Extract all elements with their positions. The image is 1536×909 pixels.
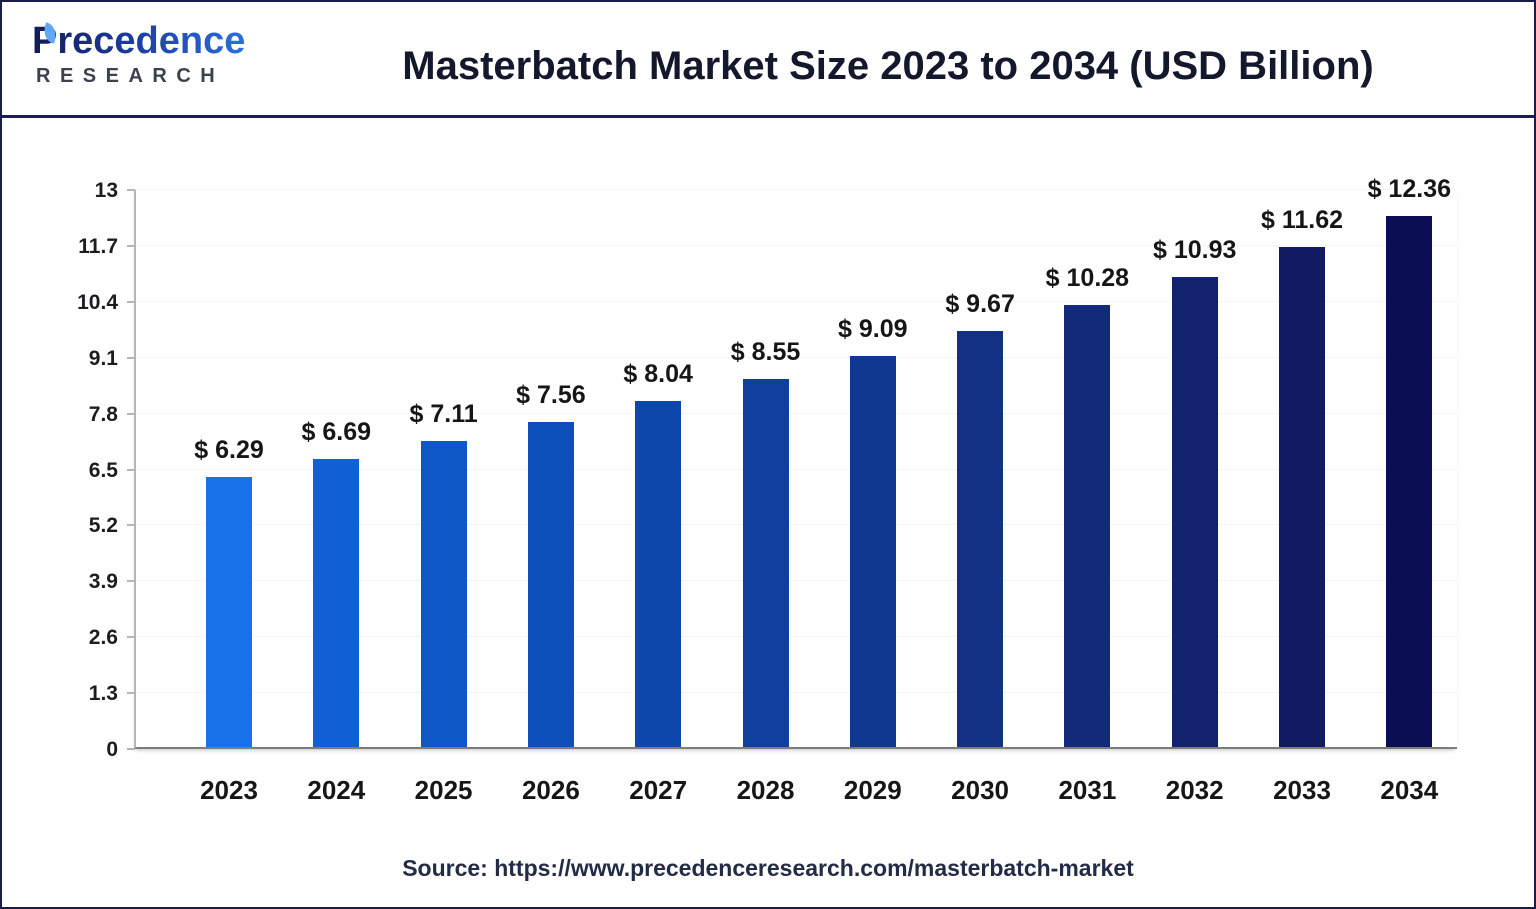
source-link-text[interactable]: Source: https://www.precedenceresearch.c…	[402, 855, 1134, 881]
y-axis-tick-label: 11.7	[78, 234, 118, 258]
logo-wordmark: Precedence	[32, 22, 272, 60]
y-axis-tick-mark	[127, 412, 135, 415]
x-axis-label-2029: 2029	[843, 775, 902, 805]
bar-2023	[206, 476, 252, 747]
logo-subtitle: RESEARCH	[36, 65, 225, 87]
bar-value-label-2029: $ 9.09	[838, 315, 908, 344]
y-axis-tick-label: 2.6	[88, 626, 118, 650]
y-axis-tick-label: 9.1	[88, 346, 118, 370]
x-axis-label-2026: 2026	[521, 775, 580, 805]
y-axis-tick-mark	[127, 748, 135, 750]
bar-value-label-2034: $ 12.36	[1367, 174, 1452, 203]
gridline	[136, 468, 1457, 470]
y-axis-tick-mark	[127, 692, 135, 695]
x-axis-label-2030: 2030	[951, 775, 1010, 805]
gridline	[136, 580, 1457, 582]
y-axis-tick-label: 1.3	[88, 682, 118, 706]
x-axis-label-2027: 2027	[629, 775, 688, 805]
bar-value-label-2028: $ 8.55	[730, 338, 801, 367]
bar-2032	[1171, 277, 1218, 747]
bar-value-label-2031: $ 10.28	[1045, 263, 1130, 292]
gridline	[136, 636, 1457, 638]
x-axis-label-2024: 2024	[307, 775, 366, 805]
x-axis-label-2023: 2023	[200, 775, 258, 805]
bar-2026	[527, 421, 574, 747]
y-axis-tick-mark	[127, 636, 135, 639]
y-axis-tick-mark	[127, 356, 135, 359]
gridline	[136, 412, 1457, 414]
bar-value-label-2027: $ 8.04	[623, 360, 693, 389]
bar-2028	[742, 379, 789, 747]
x-axis-label-2031: 2031	[1058, 775, 1117, 805]
bar-value-label-2023: $ 6.29	[194, 435, 264, 464]
y-axis-tick-label: 10.4	[77, 290, 118, 314]
gridline	[136, 356, 1457, 358]
bar-2034	[1386, 215, 1433, 747]
x-axis-label-2034: 2034	[1380, 775, 1439, 805]
x-axis-label-2028: 2028	[736, 775, 795, 805]
y-axis-tick-mark	[127, 244, 135, 247]
gridline	[136, 300, 1457, 302]
precedence-research-logo: Precedence RESEARCH	[32, 22, 272, 88]
x-axis-label-2032: 2032	[1165, 775, 1224, 805]
bar-2031	[1064, 304, 1111, 747]
bar-2025	[420, 441, 467, 747]
gridline	[136, 189, 1457, 190]
y-axis-tick-label: 0	[106, 738, 118, 761]
y-axis-tick-mark	[127, 300, 135, 303]
gridline	[136, 524, 1457, 526]
bar-2030	[957, 331, 1004, 747]
y-axis-tick-mark	[127, 580, 135, 583]
bar-2033	[1279, 247, 1325, 747]
y-axis-tick-label: 6.5	[88, 458, 118, 482]
y-axis-tick-label: 5.2	[88, 514, 118, 538]
x-axis-label-2033: 2033	[1273, 775, 1331, 805]
bar-chart-plot-area: 0 1.3 2.6 3.9 5.2 6.5 7.8 9.1 10.4 11.7 13 $ 6.29 20…	[77, 175, 1457, 805]
x-axis-label-2025: 2025	[414, 775, 473, 805]
header-divider	[2, 115, 1534, 118]
bar-value-label-2026: $ 7.56	[516, 380, 586, 409]
header: Precedence RESEARCH Masterbatch Market S…	[2, 2, 1534, 117]
bar-2029	[849, 356, 896, 747]
gridline	[136, 692, 1457, 694]
y-axis-tick-mark	[127, 524, 135, 527]
gridline	[136, 244, 1457, 246]
y-axis-tick-mark	[127, 468, 135, 471]
chart-title: Masterbatch Market Size 2023 to 2034 (US…	[402, 44, 1374, 88]
bar-value-label-2025: $ 7.11	[409, 400, 478, 429]
bar-value-label-2030: $ 9.67	[945, 290, 1015, 319]
bar-2027	[635, 401, 682, 747]
bar-value-label-2032: $ 10.93	[1152, 236, 1237, 265]
bar-2024	[313, 459, 360, 747]
y-axis-tick-mark	[127, 189, 135, 191]
bar-value-label-2033: $ 11.62	[1260, 206, 1344, 235]
y-axis-tick-label: 13	[94, 179, 118, 202]
bar-value-label-2024: $ 6.69	[301, 418, 372, 447]
y-axis-tick-label: 3.9	[88, 570, 118, 594]
y-axis-tick-label: 7.8	[88, 402, 118, 426]
